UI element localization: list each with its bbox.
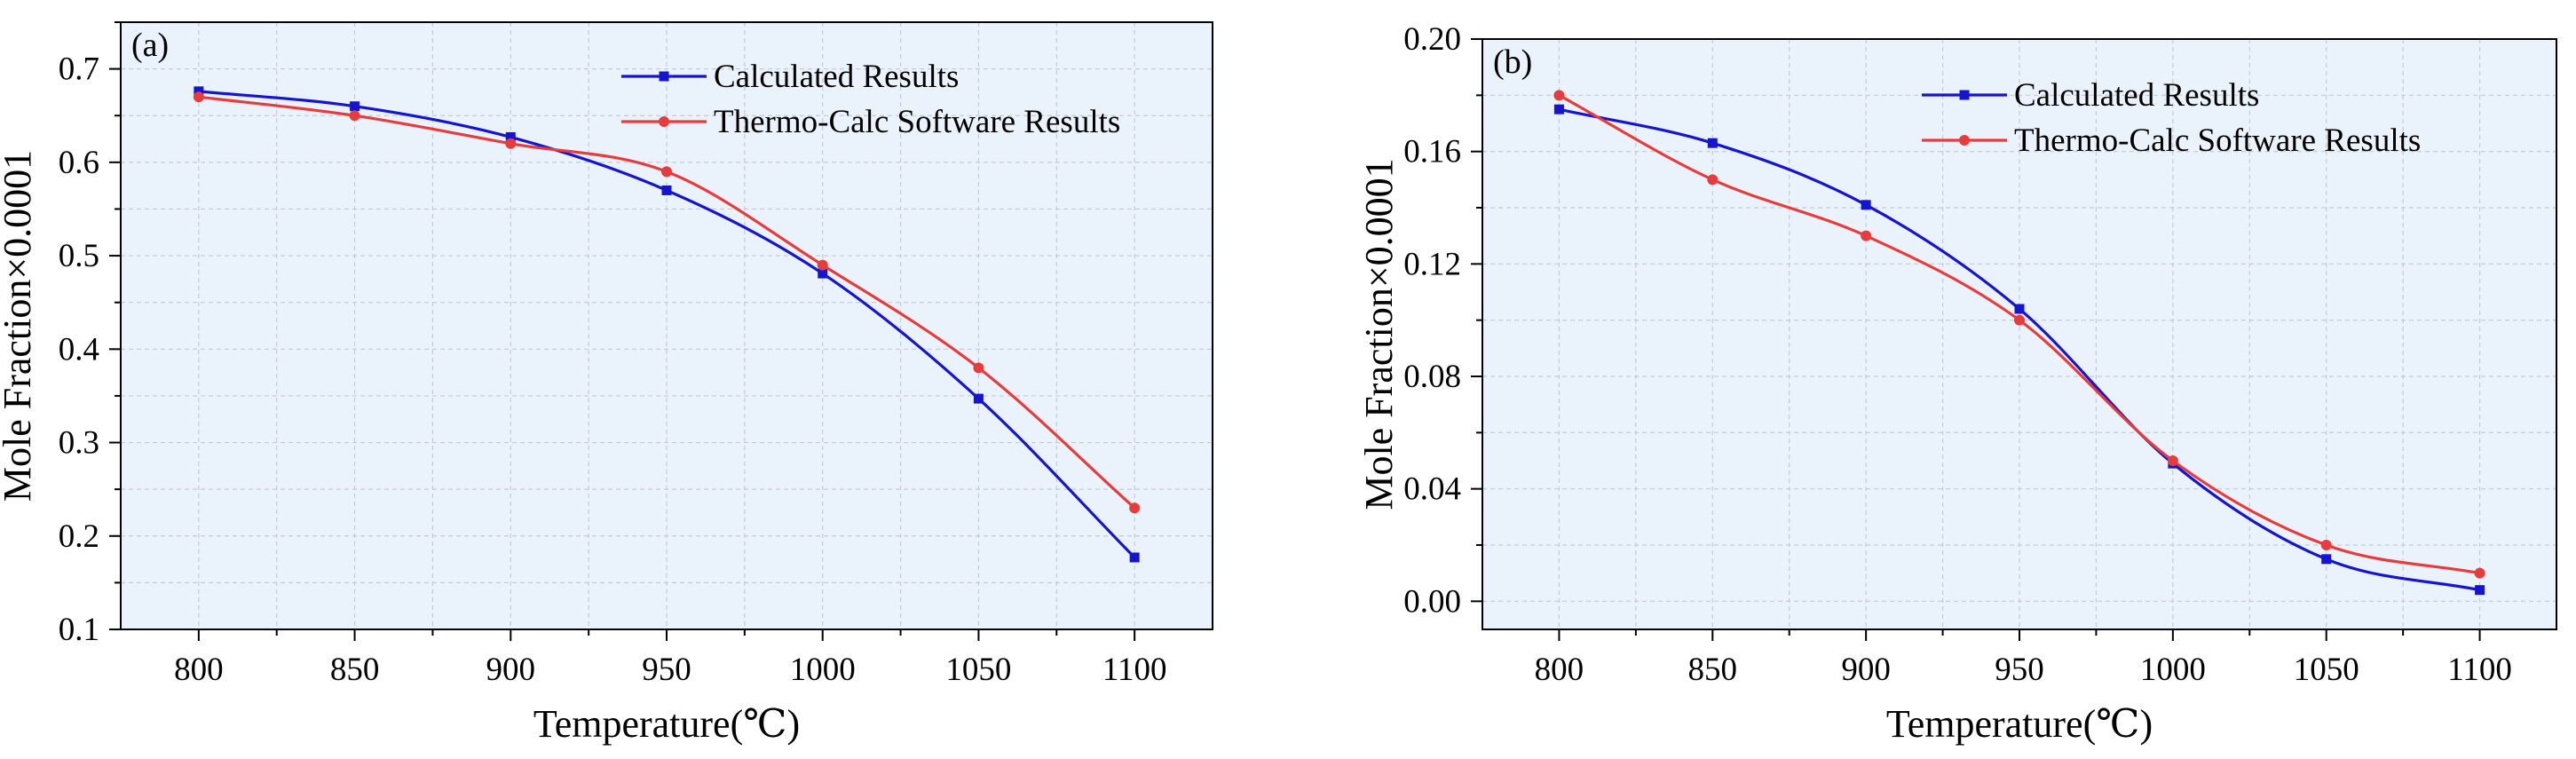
y-tick-label: 0.20 [1403,21,1461,58]
y-axis-title: Mole Fraction×0.0001 [0,150,39,502]
data-point-square [194,86,204,97]
legend-label: Thermo-Calc Software Results [714,104,1120,140]
y-tick-label: 0.5 [59,238,99,274]
panel-label: (a) [131,27,169,64]
x-axis: 800 850 900 950 1000 1050 1100 [1535,629,2512,688]
grid [1482,39,2556,629]
y-tick-label: 0.08 [1403,359,1461,395]
chart-panel-2: 800 850 900 950 1000 1050 1100 0.00 0.04 0.08 0.12… [1357,21,2557,746]
data-point-circle [817,259,828,271]
legend: Calculated Results Thermo-Calc Software R… [621,59,1120,140]
data-point-circle [973,362,984,374]
y-tick-label: 0.1 [59,612,99,648]
data-point-circle [2167,455,2178,466]
data-point-square [1707,138,1718,148]
x-tick-label: 850 [330,652,380,688]
x-tick-label: 1100 [2447,652,2512,688]
y-tick-label: 0.6 [59,145,99,181]
data-point-circle [349,110,360,122]
legend-marker-square [659,71,669,82]
x-axis: 800 850 900 950 1000 1050 1100 [174,629,1166,688]
y-tick-label: 0.12 [1403,246,1461,282]
data-point-square [2014,304,2025,314]
data-point-circle [1707,174,1719,186]
x-tick-label: 1000 [2140,652,2206,688]
x-tick-label: 1050 [2294,652,2359,688]
data-point-circle [2014,314,2025,326]
panel-label: (b) [1493,43,1532,81]
data-point-circle [505,138,517,149]
x-tick-label: 1050 [945,652,1011,688]
y-tick-label: 0.16 [1403,134,1461,170]
x-tick-label: 850 [1688,652,1738,688]
x-tick-label: 1000 [790,652,856,688]
x-axis-title: Temperature(℃) [533,702,800,746]
y-axis: 0.1 0.2 0.3 0.4 0.5 0.6 0.7 [59,21,121,648]
data-point-circle [1129,502,1141,514]
legend-label: Thermo-Calc Software Results [2014,123,2421,159]
x-tick-label: 1100 [1102,652,1167,688]
data-point-square [2321,554,2332,565]
y-axis: 0.00 0.04 0.08 0.12 0.16 0.20 [1403,21,1482,620]
data-point-circle [1861,230,1872,241]
data-point-square [661,185,672,195]
data-point-circle [193,91,204,103]
y-tick-label: 0.04 [1403,471,1461,508]
data-point-square [2475,585,2485,596]
y-tick-label: 0.4 [59,331,99,368]
legend: Calculated Results Thermo-Calc Software R… [1922,77,2421,159]
legend-label: Calculated Results [714,59,959,95]
y-axis-title: Mole Fraction×0.0001 [1357,158,1401,510]
data-point-square [818,268,828,279]
chart-panel-1: 800 850 900 950 1000 1050 11000.10.20.30.40.50… [0,21,1213,746]
data-point-circle [2474,567,2485,579]
data-point-square [350,101,360,112]
data-point-square [505,131,516,142]
legend-marker-square [1959,90,1970,100]
y-tick-label: 0.2 [59,518,99,555]
data-point-circle [661,166,672,178]
legend-marker-circle [659,116,669,127]
y-tick-label: 0.7 [59,51,99,88]
series-thermo-calc [1553,90,2485,579]
data-point-circle [1553,90,1565,101]
grid [121,22,1213,629]
data-point-circle [2320,540,2332,550]
x-tick-label: 950 [1995,652,2044,688]
data-point-square [973,393,984,404]
x-tick-label: 900 [486,652,536,688]
x-tick-label: 800 [1535,652,1584,688]
y-tick-label: 0.3 [59,425,99,462]
data-point-square [1861,200,1871,210]
data-point-square [1129,552,1140,563]
series-calculated [194,86,1140,563]
legend-marker-circle [1959,135,1970,146]
x-tick-label: 950 [642,652,691,688]
data-point-square [1553,104,1564,115]
x-tick-label: 800 [174,652,224,688]
x-tick-label: 900 [1841,652,1891,688]
y-tick-label: 0.00 [1403,583,1461,620]
legend-label: Calculated Results [2014,77,2259,114]
x-axis-title: Temperature(℃) [1886,702,2153,746]
series-thermo-calc [193,91,1141,514]
